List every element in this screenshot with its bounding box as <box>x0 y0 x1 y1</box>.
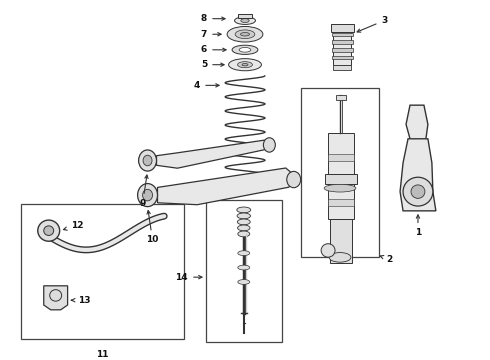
Polygon shape <box>44 286 68 310</box>
Ellipse shape <box>242 63 248 66</box>
Text: 6: 6 <box>201 45 226 54</box>
Ellipse shape <box>49 290 62 301</box>
Ellipse shape <box>238 251 250 256</box>
Ellipse shape <box>139 150 156 171</box>
Bar <box>332 55 353 59</box>
Text: 4: 4 <box>194 81 219 90</box>
Text: 5: 5 <box>201 60 224 69</box>
Ellipse shape <box>239 48 251 52</box>
Ellipse shape <box>237 219 250 225</box>
Ellipse shape <box>238 265 250 270</box>
Ellipse shape <box>138 184 157 207</box>
Bar <box>325 174 357 184</box>
Text: 3: 3 <box>357 16 388 32</box>
Bar <box>21 204 184 339</box>
Ellipse shape <box>143 155 152 166</box>
Text: 8: 8 <box>201 14 225 23</box>
Ellipse shape <box>232 45 258 54</box>
Text: 13: 13 <box>72 296 90 305</box>
Bar <box>328 199 354 206</box>
Bar <box>206 200 282 342</box>
Text: 2: 2 <box>380 255 392 264</box>
Polygon shape <box>406 105 428 144</box>
Ellipse shape <box>38 220 60 241</box>
Ellipse shape <box>229 59 261 71</box>
Ellipse shape <box>264 138 275 152</box>
Ellipse shape <box>237 213 250 219</box>
Ellipse shape <box>238 231 250 237</box>
Bar <box>336 95 346 100</box>
Ellipse shape <box>238 62 252 68</box>
Ellipse shape <box>235 30 255 39</box>
Bar <box>330 219 352 262</box>
Ellipse shape <box>238 280 250 284</box>
Text: 7: 7 <box>201 30 221 39</box>
Ellipse shape <box>238 225 250 231</box>
Text: 1: 1 <box>415 215 421 237</box>
Text: 14: 14 <box>175 273 202 282</box>
Ellipse shape <box>329 253 351 262</box>
Ellipse shape <box>411 185 425 198</box>
Ellipse shape <box>287 171 301 188</box>
Bar <box>332 48 353 52</box>
Polygon shape <box>400 139 436 211</box>
Bar <box>332 40 353 44</box>
Text: 10: 10 <box>147 211 159 244</box>
Bar <box>334 65 351 70</box>
Ellipse shape <box>321 244 335 257</box>
Bar <box>331 24 354 32</box>
Ellipse shape <box>241 19 249 23</box>
Polygon shape <box>156 140 270 168</box>
Bar <box>332 32 353 36</box>
Ellipse shape <box>227 27 263 42</box>
Bar <box>328 174 354 182</box>
Bar <box>328 154 354 161</box>
Bar <box>301 88 379 257</box>
Ellipse shape <box>143 189 152 201</box>
Bar <box>238 14 252 18</box>
Polygon shape <box>157 168 295 205</box>
Bar <box>334 32 351 65</box>
Ellipse shape <box>241 32 249 36</box>
Ellipse shape <box>44 226 54 235</box>
Ellipse shape <box>235 17 255 24</box>
Ellipse shape <box>237 207 251 213</box>
Text: 12: 12 <box>64 221 83 230</box>
Text: 9: 9 <box>139 175 148 208</box>
Ellipse shape <box>324 184 356 192</box>
Ellipse shape <box>403 177 433 206</box>
Bar <box>328 133 354 219</box>
Text: 11: 11 <box>96 350 109 359</box>
